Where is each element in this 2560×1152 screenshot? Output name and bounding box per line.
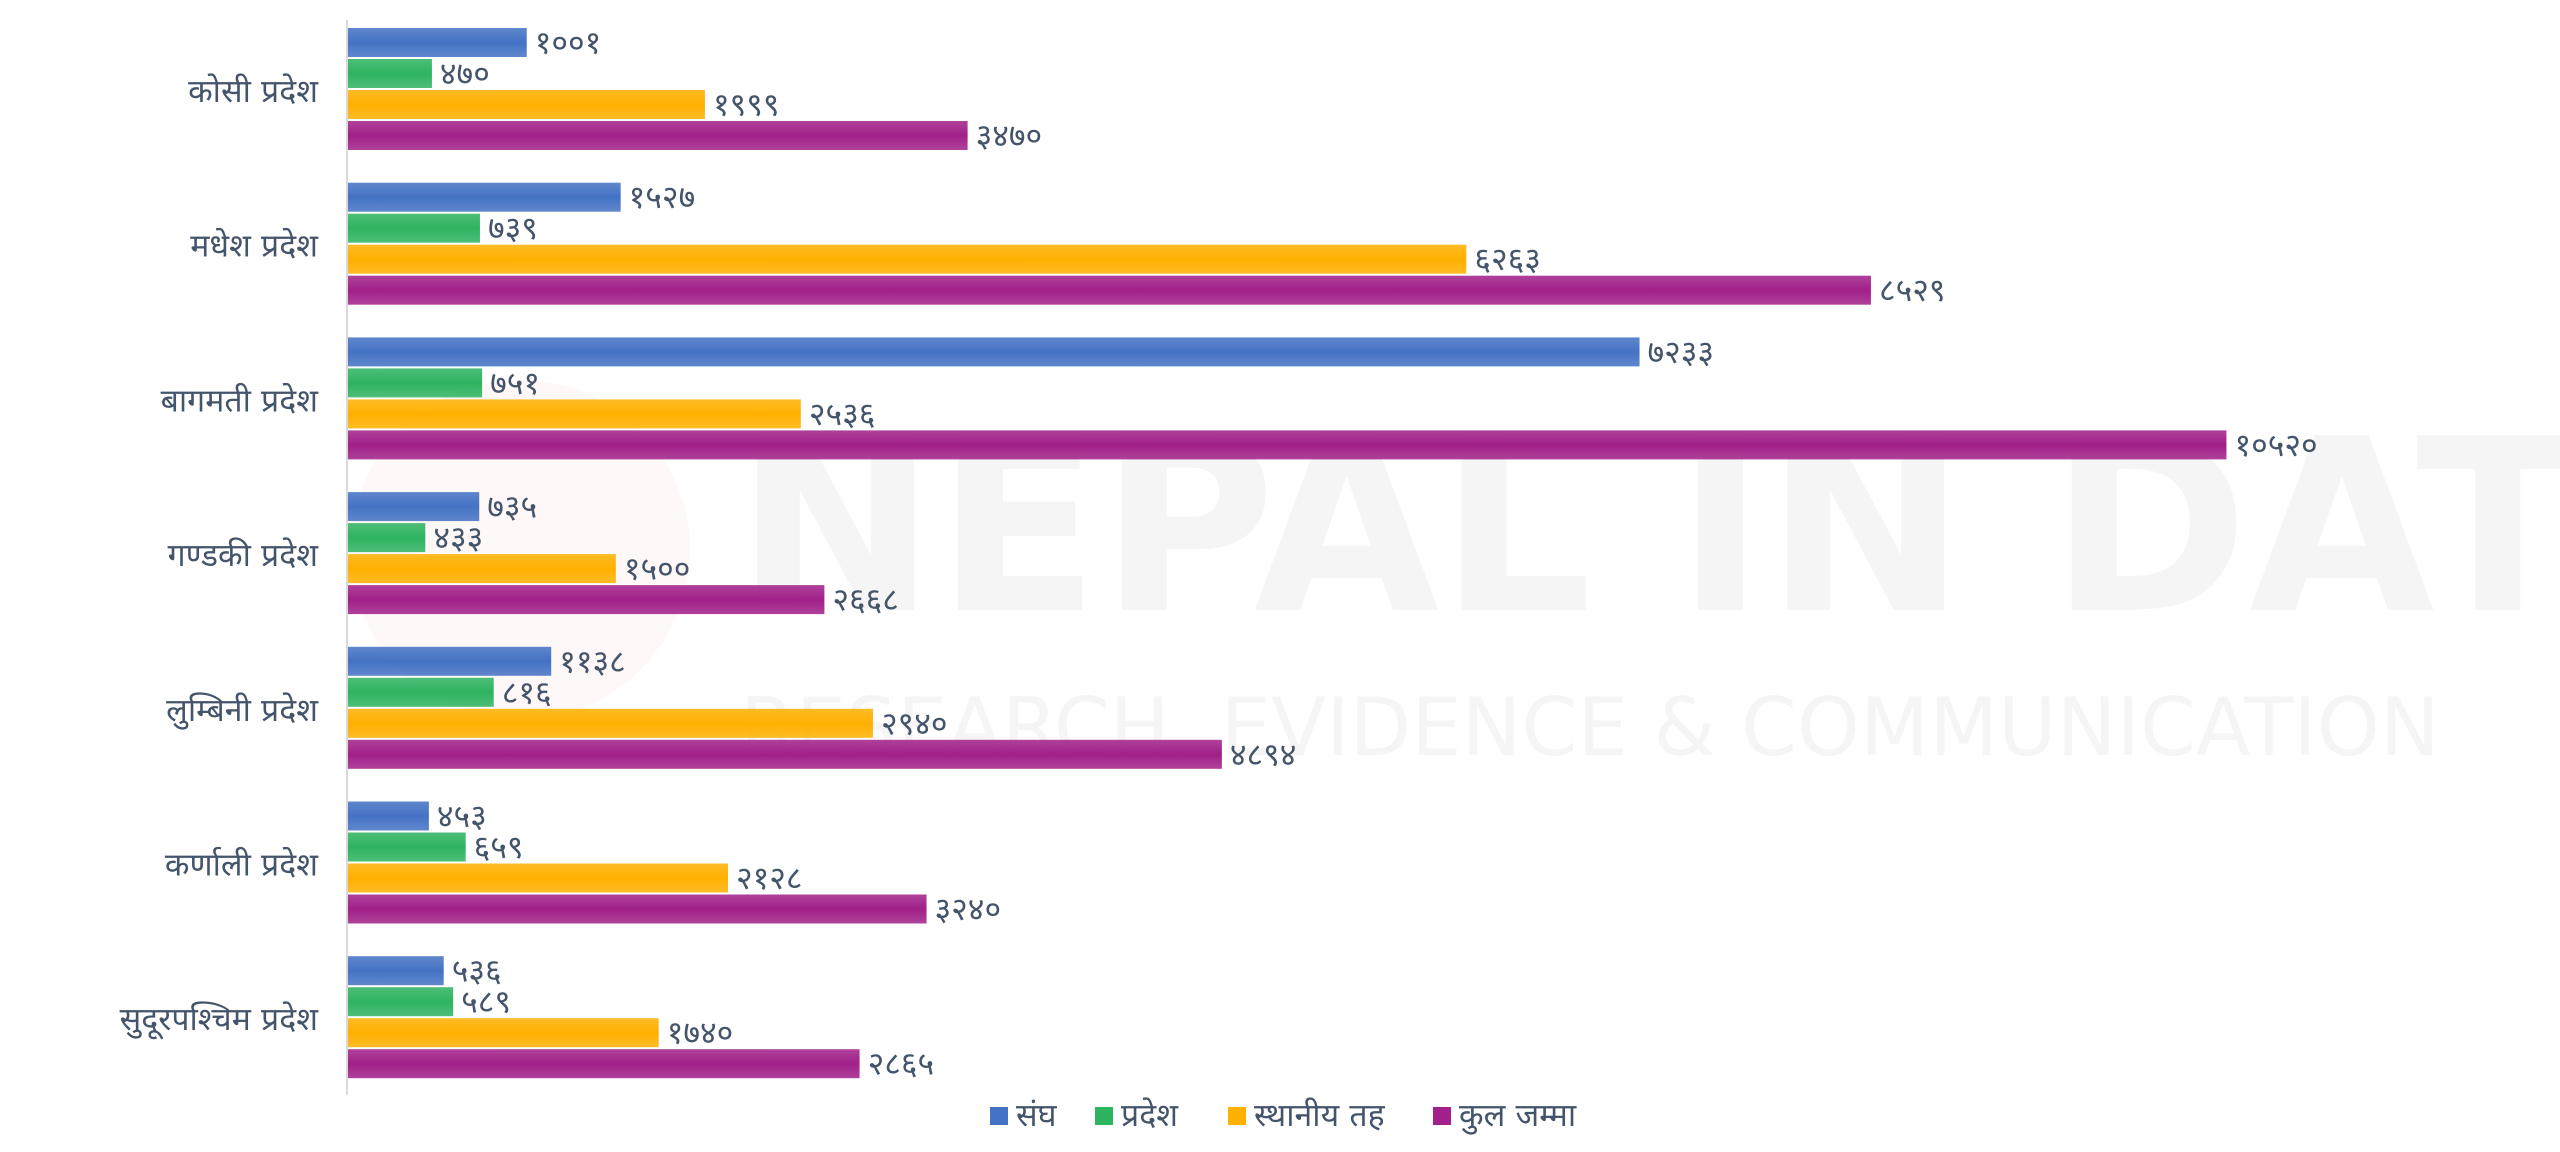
data-label: ६२६३ xyxy=(1474,240,1541,278)
legend: संघ प्रदेश स्थानीय तह कुल जम्मा xyxy=(990,1096,1577,1135)
bar-sthaniya-taha xyxy=(348,554,616,584)
data-label: २६६८ xyxy=(832,581,899,619)
legend-item-pradesh: प्रदेश xyxy=(1095,1096,1179,1134)
data-label: ६५९ xyxy=(474,828,524,866)
category-label: बागमती प्रदेश xyxy=(161,381,320,419)
data-label: २१२८ xyxy=(736,859,803,897)
data-label: ४८९४ xyxy=(1230,735,1297,773)
bar-pradesh xyxy=(348,677,494,707)
data-label: ४३३ xyxy=(433,519,483,557)
bar-kul-jamma xyxy=(348,739,1222,769)
category-label: कर्णाली प्रदेश xyxy=(165,846,319,884)
legend-label: संघ xyxy=(1016,1096,1058,1134)
bar-pradesh xyxy=(348,213,480,243)
category-label: मधेश प्रदेश xyxy=(190,227,319,265)
bar-pradesh xyxy=(348,523,426,553)
bar-sangh xyxy=(348,492,480,522)
data-label: १७४० xyxy=(667,1014,734,1052)
bar-pradesh xyxy=(348,368,483,398)
bar-kul-jamma xyxy=(348,585,825,615)
legend-swatch xyxy=(1095,1107,1113,1125)
data-labels-layer: १००१ ४७० १९९९ ३४७० १५२७ ७३९ ६२६३ ८५२९ ७२३३ ७५१ २५३… xyxy=(433,24,2317,1083)
bar-pradesh xyxy=(348,59,432,88)
legend-item-sangh: संघ xyxy=(990,1096,1058,1134)
data-label: ३४७० xyxy=(976,117,1043,155)
legend-item-sthaniya-taha: स्थानीय तह xyxy=(1228,1096,1386,1134)
bar-sthaniya-taha xyxy=(348,863,728,893)
data-label: १९९९ xyxy=(713,86,780,124)
bar-pradesh xyxy=(348,987,454,1017)
data-label: ७५१ xyxy=(490,364,540,402)
data-label: २५३६ xyxy=(809,395,876,433)
bar-kul-jamma xyxy=(348,275,1871,305)
legend-swatch xyxy=(990,1107,1008,1125)
data-label: ५८९ xyxy=(461,983,511,1021)
data-label: ८१६ xyxy=(502,673,552,711)
bar-kul-jamma xyxy=(348,121,968,150)
category-labels-layer: कोसी प्रदेश मधेश प्रदेश बागमती प्रदेश गण्डक… xyxy=(120,72,320,1040)
data-label: ५३६ xyxy=(452,952,502,990)
bar-kul-jamma xyxy=(348,430,2227,460)
category-label: सुदूरपश्चिम प्रदेश xyxy=(120,1000,320,1040)
bar-sangh xyxy=(348,182,621,212)
legend-swatch xyxy=(1433,1107,1451,1125)
data-label: १००१ xyxy=(535,24,602,62)
legend-label: स्थानीय तह xyxy=(1254,1096,1386,1134)
bar-sangh xyxy=(348,801,429,831)
bar-sangh xyxy=(348,646,552,676)
data-label: ७२३३ xyxy=(1648,333,1715,371)
bar-sthaniya-taha xyxy=(348,1018,659,1048)
data-label: २९४० xyxy=(881,704,948,742)
category-label: लुम्बिनी प्रदेश xyxy=(166,691,319,730)
data-label: २८६५ xyxy=(868,1045,935,1083)
legend-label: प्रदेश xyxy=(1121,1096,1179,1134)
data-label: ८५२९ xyxy=(1879,271,1946,309)
bar-kul-jamma xyxy=(348,894,927,924)
data-label: १५०० xyxy=(624,550,691,588)
data-label: १५२७ xyxy=(629,178,696,216)
data-label: ११३८ xyxy=(559,642,626,680)
bar-sangh xyxy=(348,956,444,986)
data-label: ४७० xyxy=(440,55,490,93)
bar-sthaniya-taha xyxy=(348,244,1467,274)
category-label: गण्डकी प्रदेश xyxy=(168,536,320,574)
bar-sthaniya-taha xyxy=(348,399,801,429)
bars-layer xyxy=(348,28,2227,1079)
data-label: ४५३ xyxy=(437,797,487,835)
bar-sthaniya-taha xyxy=(348,90,705,119)
data-label: ३२४० xyxy=(935,890,1002,928)
bar-pradesh xyxy=(348,832,466,862)
bar-kul-jamma xyxy=(348,1049,860,1079)
data-label: १०५२० xyxy=(2234,426,2317,464)
legend-label: कुल जम्मा xyxy=(1459,1096,1577,1135)
bar-sangh xyxy=(348,28,527,57)
bar-sthaniya-taha xyxy=(348,708,873,738)
data-label: ७३५ xyxy=(487,488,537,526)
legend-swatch xyxy=(1228,1107,1246,1125)
legend-item-kul-jamma: कुल जम्मा xyxy=(1433,1096,1577,1135)
data-label: ७३९ xyxy=(488,209,538,247)
bar-sangh xyxy=(348,337,1640,367)
category-label: कोसी प्रदेश xyxy=(188,72,319,110)
